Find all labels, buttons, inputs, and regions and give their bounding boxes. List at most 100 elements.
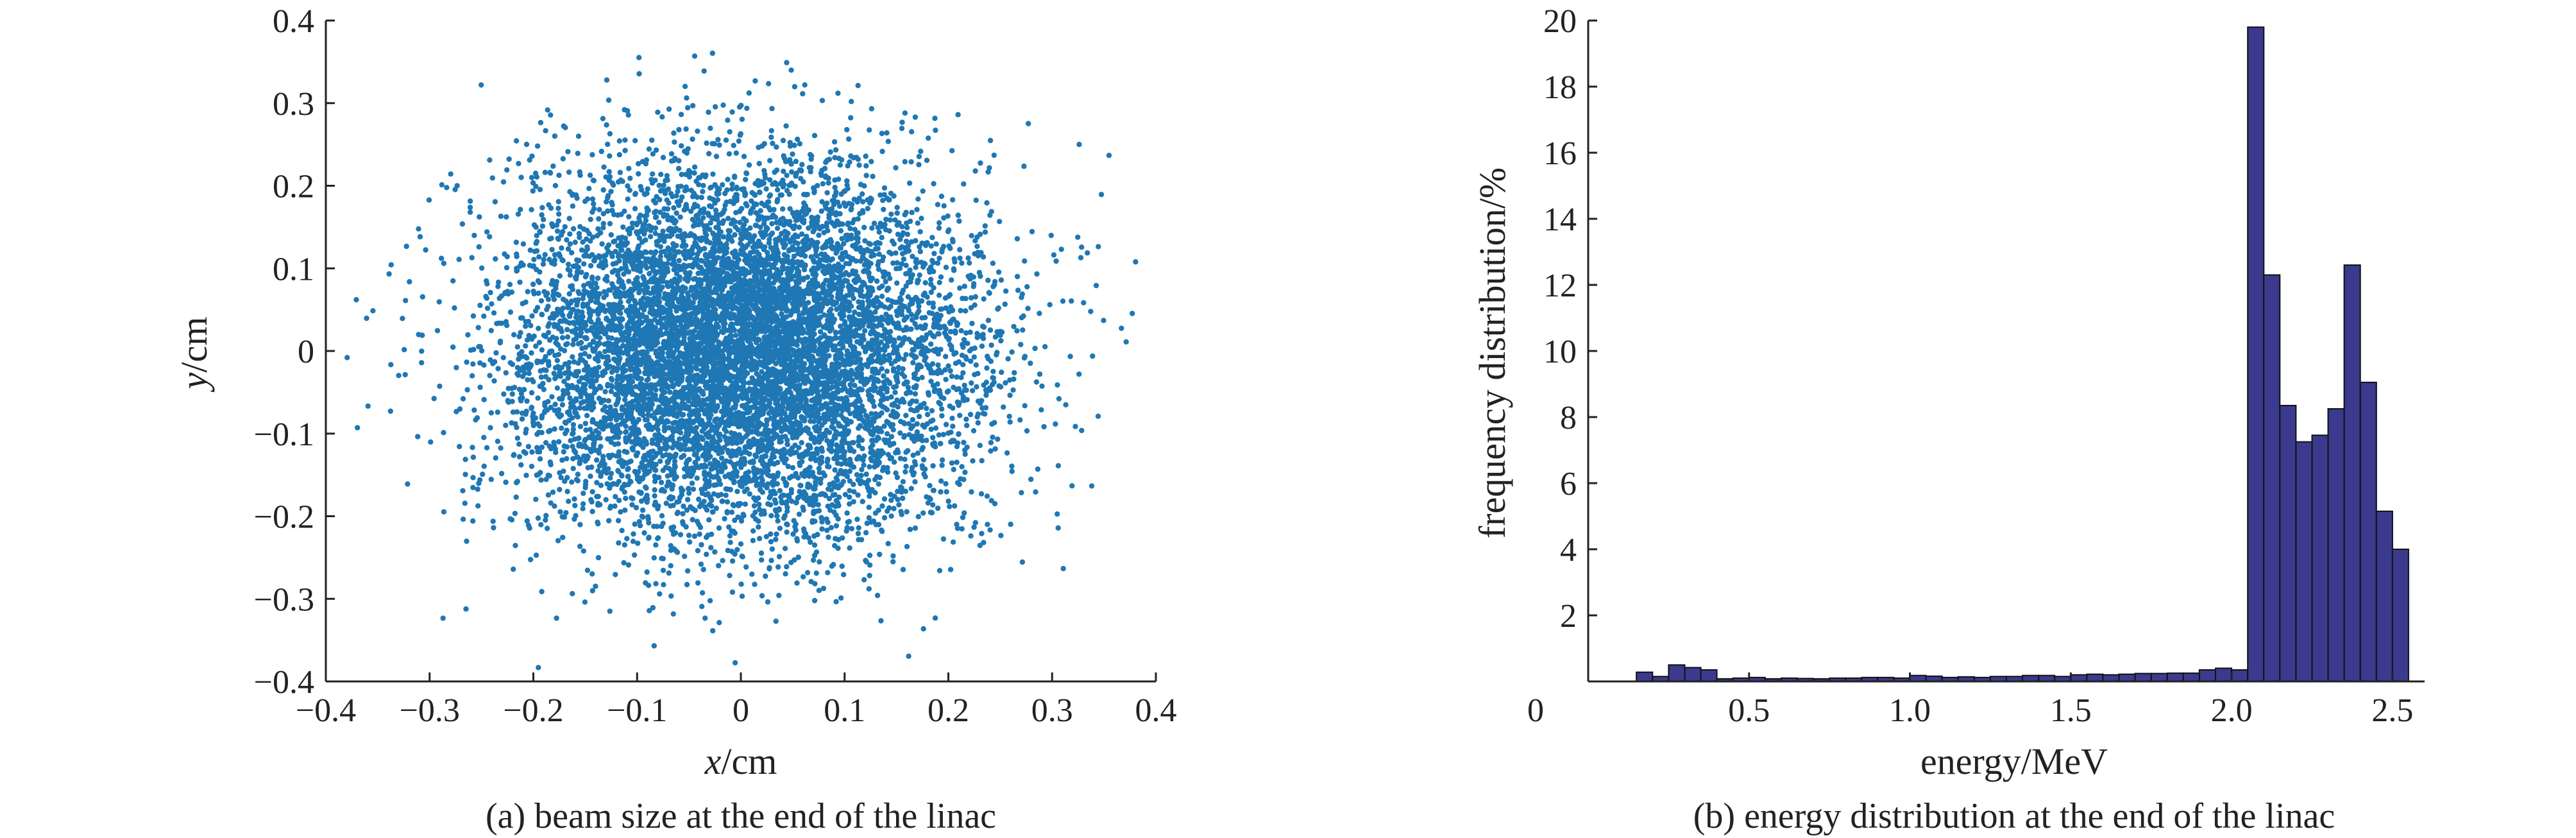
scatter-point: [582, 420, 588, 427]
scatter-point: [756, 524, 761, 530]
scatter-point: [668, 593, 674, 599]
scatter-point: [1090, 353, 1096, 359]
scatter-point: [1101, 318, 1106, 323]
scatter-point: [706, 109, 711, 115]
scatter-point: [987, 137, 994, 144]
scatter-point: [930, 417, 936, 423]
scatter-point: [570, 422, 577, 428]
scatter-point: [622, 137, 628, 143]
scatter-point: [910, 452, 916, 458]
scatter-point: [808, 431, 813, 437]
scatter-point: [910, 253, 915, 259]
scatter-point: [655, 427, 661, 432]
scatter-point: [684, 507, 690, 513]
scatter-point: [645, 209, 650, 214]
scatter-point: [600, 225, 606, 231]
scatter-point: [957, 255, 963, 261]
scatter-point: [888, 434, 895, 440]
scatter-point: [495, 284, 501, 289]
scatter-point: [726, 524, 732, 530]
scatter-point: [620, 224, 626, 230]
scatter-point: [933, 127, 938, 133]
scatter-point: [355, 425, 360, 431]
scatter-point: [484, 305, 491, 311]
scatter-point: [870, 326, 876, 332]
scatter-point: [847, 478, 853, 484]
scatter-point: [901, 337, 906, 343]
scatter-point: [1076, 141, 1082, 148]
scatter-point: [557, 509, 563, 515]
scatter-point: [625, 196, 631, 202]
scatter-point: [994, 352, 999, 358]
scatter-point: [808, 254, 815, 260]
scatter-point: [618, 509, 623, 515]
scatter-point: [441, 430, 446, 436]
scatter-point: [535, 421, 541, 427]
scatter-point: [838, 228, 844, 234]
scatter-point: [960, 370, 966, 376]
scatter-point: [985, 277, 991, 284]
scatter-point: [963, 308, 969, 314]
scatter-point: [742, 501, 749, 507]
scatter-point: [471, 346, 477, 352]
scatter-point: [938, 489, 944, 495]
scatter-point: [490, 518, 496, 524]
scatter-point: [818, 480, 824, 486]
scatter-point: [988, 448, 994, 454]
scatter-point: [626, 278, 632, 284]
scatter-point: [969, 380, 974, 386]
scatter-point: [896, 502, 902, 508]
scatter-point: [936, 225, 942, 231]
scatter-point: [1051, 252, 1057, 258]
scatter-point: [855, 235, 861, 241]
scatter-point: [738, 581, 744, 587]
scatter-point: [590, 177, 597, 184]
scatter-point: [1005, 356, 1011, 362]
scatter-point: [897, 456, 904, 461]
scatter-point: [570, 456, 576, 462]
scatter-point: [710, 196, 716, 202]
scatter-point: [686, 490, 692, 496]
scatter-point: [572, 502, 578, 509]
scatter-point: [912, 114, 919, 120]
scatter-point: [920, 188, 926, 194]
scatter-point: [720, 498, 725, 504]
scatter-point: [462, 456, 468, 463]
scatter-point: [622, 397, 628, 403]
scatter-point: [441, 509, 447, 515]
scatter-point: [487, 289, 493, 296]
scatter-point: [549, 221, 555, 227]
scatter-point: [614, 272, 621, 278]
scatter-point: [491, 310, 497, 316]
scatter-point: [972, 520, 979, 526]
scatter-point: [555, 205, 561, 211]
scatter-point: [808, 539, 813, 545]
scatter-point: [549, 246, 555, 253]
scatter-point: [706, 517, 712, 523]
scatter-point: [960, 344, 966, 350]
scatter-point: [607, 608, 613, 614]
scatter-point: [545, 330, 552, 336]
scatter-point: [992, 334, 999, 340]
scatter-point: [837, 162, 843, 168]
scatter-point: [668, 151, 675, 157]
scatter-point: [887, 338, 893, 344]
scatter-point: [539, 347, 545, 353]
scatter-point: [980, 411, 987, 416]
scatter-point: [450, 278, 456, 284]
scatter-point: [453, 364, 459, 371]
scatter-point: [963, 356, 969, 362]
scatter-point: [507, 282, 513, 287]
scatter-point: [552, 402, 558, 407]
scatter-point: [1004, 450, 1010, 456]
scatter-point: [476, 244, 482, 250]
scatter-point: [570, 426, 576, 432]
scatter-point: [598, 483, 604, 488]
scatter-point: [606, 398, 611, 404]
scatter-point: [765, 599, 771, 605]
scatter-point: [653, 249, 659, 255]
scatter-point: [473, 417, 479, 423]
scatter-point: [855, 230, 861, 236]
scatter-point: [534, 239, 540, 244]
scatter-point: [800, 90, 806, 97]
